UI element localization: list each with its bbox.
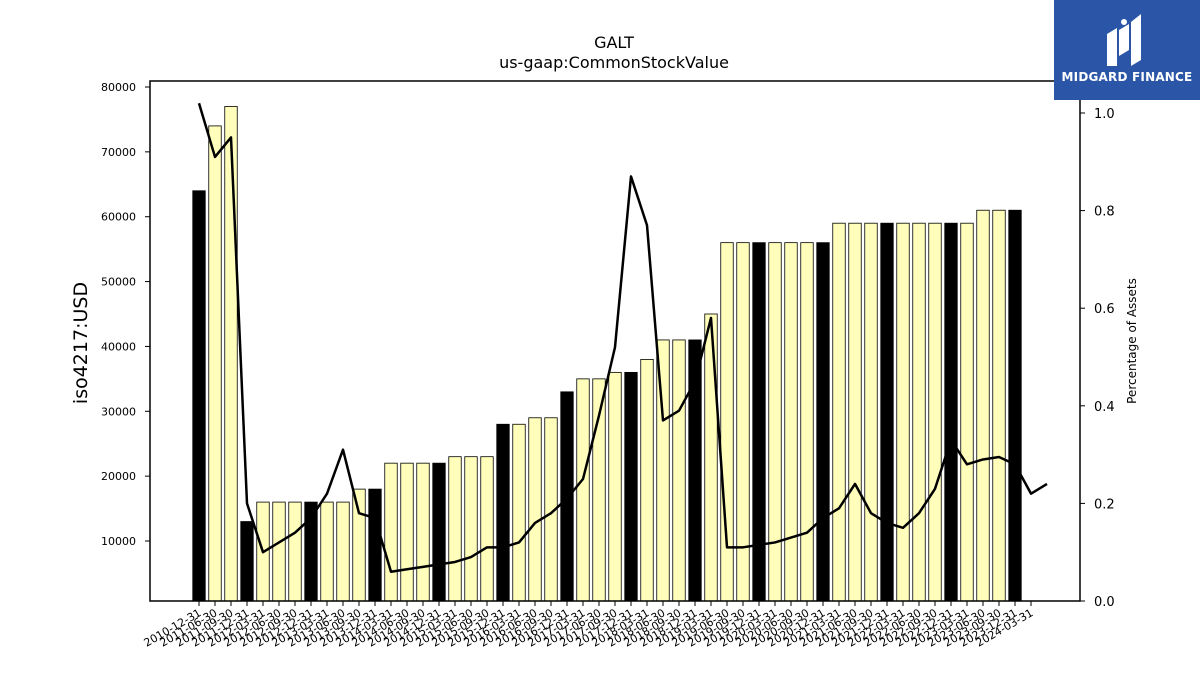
y-tick-label: 10000	[101, 535, 136, 548]
y2-tick-label: 0.2	[1094, 497, 1115, 512]
y2-tick-label: 0.6	[1094, 302, 1115, 317]
bar	[704, 313, 718, 602]
bar	[848, 222, 862, 602]
bar	[752, 242, 766, 602]
bar	[272, 501, 286, 602]
y2-axis-ticks: 0.0 0.2 0.4 0.6 0.8 1.0	[1080, 107, 1115, 610]
bar	[896, 222, 910, 602]
bar	[1008, 209, 1022, 602]
y-tick-label: 60000	[101, 211, 136, 224]
y-axis-label: iso4217:USD	[70, 282, 92, 404]
bar	[784, 242, 798, 602]
y-tick-label: 50000	[101, 276, 136, 289]
bar	[928, 222, 942, 602]
bar	[768, 242, 782, 602]
y-tick-label: 40000	[101, 340, 136, 353]
bar	[496, 423, 510, 602]
bar	[512, 423, 526, 602]
bar	[976, 209, 990, 602]
bar	[672, 339, 686, 602]
bar	[800, 242, 814, 602]
logo-mark-icon	[1107, 14, 1141, 66]
bar	[608, 371, 622, 602]
bar	[448, 456, 462, 602]
bar	[224, 106, 238, 602]
bar	[576, 378, 590, 602]
bar	[320, 501, 334, 602]
bar	[912, 222, 926, 602]
bar	[864, 222, 878, 602]
midgard-finance-logo: MIDGARD FINANCE	[1054, 0, 1200, 100]
bar	[464, 456, 478, 602]
bar	[368, 488, 382, 602]
logo-text: MIDGARD FINANCE	[1061, 70, 1193, 84]
bar	[528, 417, 542, 602]
bar	[992, 209, 1006, 602]
bar	[960, 222, 974, 602]
y2-axis-label: Percentage of Assets	[1125, 278, 1139, 404]
percentage-line-path	[197, 102, 1048, 573]
y-tick-label: 80000	[101, 81, 136, 94]
y-tick-label: 20000	[101, 470, 136, 483]
x-axis-ticks: 2010-12-312011-06-302011-09-302011-12-31…	[142, 601, 1036, 650]
bar	[352, 488, 366, 602]
y2-tick-label: 0.0	[1094, 595, 1115, 610]
bar	[624, 371, 638, 602]
y-axis-ticks: 10000 20000 30000 40000 50000 60000 70000 80000	[101, 81, 150, 548]
chart-title: GALT	[594, 33, 634, 52]
plot-frame	[149, 80, 1081, 602]
bar	[944, 222, 958, 602]
bar	[432, 462, 446, 602]
bar	[480, 456, 494, 602]
y2-tick-label: 0.4	[1094, 400, 1115, 415]
bar	[240, 521, 254, 602]
bar	[336, 501, 350, 602]
bar	[208, 125, 222, 602]
bar	[192, 190, 206, 602]
y2-tick-label: 1.0	[1094, 107, 1115, 122]
chart-subtitle: us-gaap:CommonStockValue	[499, 53, 729, 72]
bar	[880, 222, 894, 602]
y2-tick-label: 0.8	[1094, 205, 1115, 220]
bar	[384, 462, 398, 602]
percentage-line	[197, 102, 1048, 573]
bar	[816, 242, 830, 602]
y-tick-label: 70000	[101, 146, 136, 159]
bar	[288, 501, 302, 602]
bar	[640, 358, 654, 602]
bar	[416, 462, 430, 602]
y-tick-label: 30000	[101, 405, 136, 418]
bar	[832, 222, 846, 602]
bar	[400, 462, 414, 602]
bar	[560, 391, 574, 602]
